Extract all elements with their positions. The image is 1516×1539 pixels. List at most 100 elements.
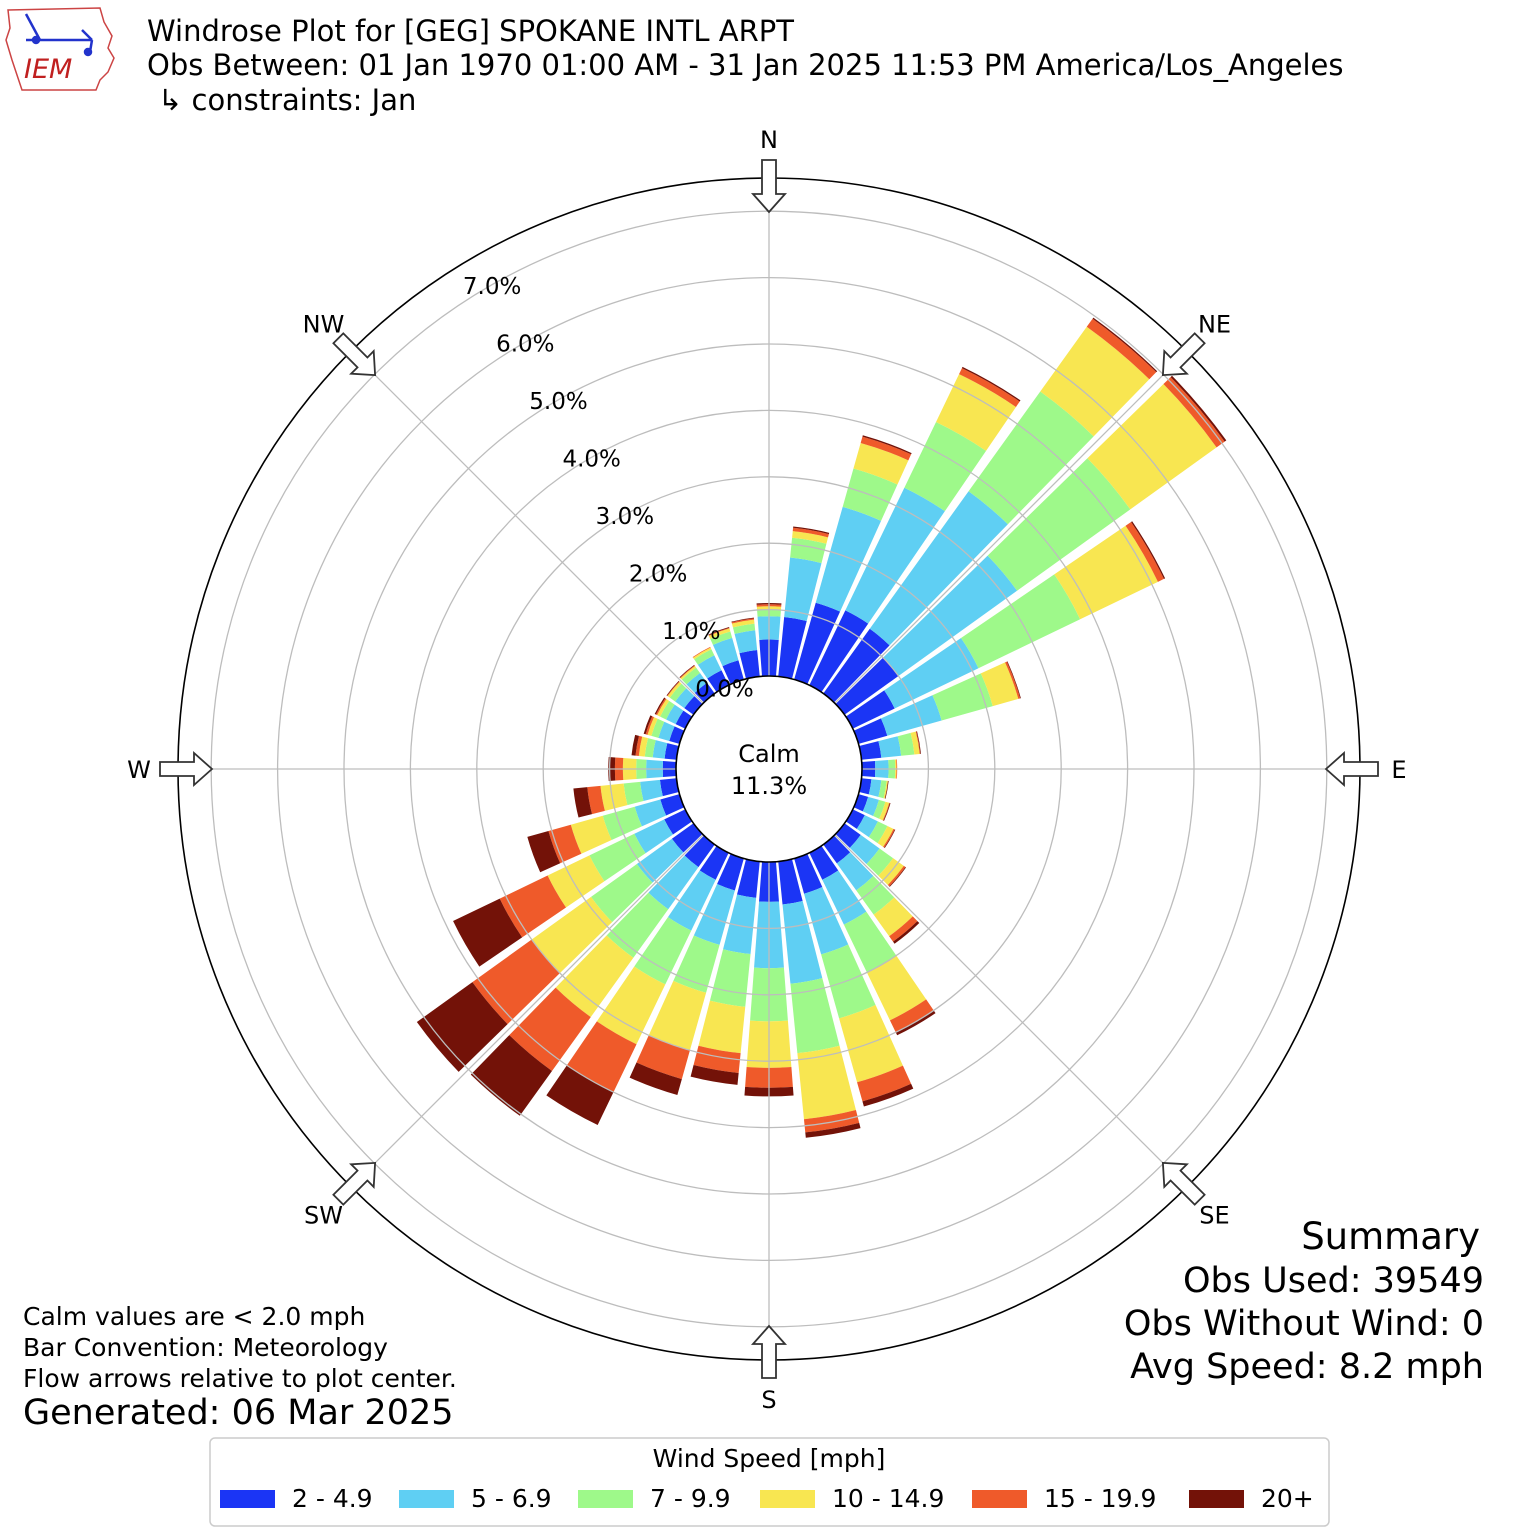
bar-segment — [792, 527, 829, 538]
bar-segment — [602, 806, 642, 841]
bar-segment — [868, 821, 888, 844]
bar-segment — [1005, 661, 1021, 699]
legend-items: 2 - 4.9 5 - 6.9 7 - 9.9 10 - 14.9 15 - 19.9 2… — [220, 1484, 1314, 1513]
bar-segment — [731, 619, 755, 628]
obs-range: Obs Between: 01 Jan 1970 01:00 AM - 31 J… — [147, 48, 1344, 82]
bar-segment — [835, 657, 899, 715]
bar-segment — [889, 999, 934, 1033]
legend-label: 10 - 14.9 — [832, 1484, 944, 1513]
bar-convention-note: Bar Convention: Meteorology — [23, 1333, 388, 1362]
bar-segment — [862, 1083, 914, 1107]
bar-segment — [693, 884, 735, 945]
bar-segment — [880, 695, 942, 736]
bar-segment — [815, 506, 882, 612]
bar-segment — [527, 831, 561, 873]
bar-segment — [664, 809, 693, 835]
bar-segment — [660, 700, 675, 720]
bar-segment — [634, 917, 692, 985]
legend-label: 20+ — [1261, 1484, 1314, 1513]
bar-segment — [686, 672, 707, 693]
bar-segment — [803, 1110, 860, 1133]
bar-segment — [629, 1062, 682, 1096]
bar-segment — [634, 799, 667, 827]
bar-segment — [797, 1045, 856, 1120]
weather-station-icon — [24, 13, 94, 57]
bar-segment — [915, 731, 921, 754]
bar-segment — [1086, 318, 1157, 380]
bar-segment — [589, 833, 646, 882]
bar-segment — [809, 610, 869, 693]
bar-segment — [887, 865, 906, 887]
bar-segment — [790, 537, 827, 564]
legend-swatch — [760, 1490, 815, 1508]
radial-tick-label: 1.0% — [662, 619, 720, 645]
bar-segment — [652, 740, 668, 759]
bar-segment — [866, 955, 927, 1021]
radial-tick-label: 3.0% — [596, 504, 654, 530]
bar-segment — [709, 949, 751, 1007]
direction-label: NW — [303, 311, 345, 339]
bar-segment — [866, 848, 894, 876]
bar-segment — [692, 646, 711, 658]
bar-segment — [710, 631, 733, 645]
legend-frame — [209, 1437, 1330, 1527]
bar-segment — [547, 855, 605, 908]
bar-segment — [884, 829, 896, 848]
bar-segment — [1087, 384, 1217, 510]
bar-segment — [853, 718, 888, 744]
bar-segment — [631, 734, 639, 756]
bar-segment — [895, 1010, 936, 1036]
bar-segment — [739, 650, 760, 679]
flow-arrows — [159, 159, 1379, 1379]
page-title: Windrose Plot for [GEG] SPOKANE INTL ARP… — [147, 14, 794, 48]
bar-segment — [654, 697, 666, 715]
bar-segment — [657, 699, 670, 717]
bar-segment — [732, 623, 756, 634]
bar-segment — [856, 815, 878, 838]
bar-segment — [596, 966, 666, 1045]
direction-label: E — [1391, 756, 1406, 784]
bar-segment — [932, 673, 993, 721]
direction-label: W — [127, 756, 151, 784]
bar-segment — [1125, 522, 1164, 582]
bar-segment — [843, 911, 897, 973]
bar-segment — [606, 892, 669, 958]
bar-segment — [546, 1065, 614, 1126]
bar-segment — [856, 875, 895, 915]
direction-label: SE — [1199, 1202, 1229, 1230]
bar-segment — [734, 630, 758, 654]
direction-label: NE — [1198, 311, 1231, 339]
flow-arrow-icon — [750, 159, 788, 214]
legend-label: 7 - 9.9 — [650, 1484, 731, 1513]
bar-segment — [889, 916, 918, 942]
summary-block: Summary Obs Used: 39549 Obs Without Wind… — [1124, 1215, 1484, 1387]
legend-swatch — [399, 1490, 454, 1508]
bar-segment — [782, 900, 823, 984]
radial-tick-label: 7.0% — [463, 274, 521, 300]
flow-arrows-note: Flow arrows relative to plot center. — [23, 1364, 457, 1393]
bar-segment — [884, 780, 889, 799]
bar-segment — [790, 978, 840, 1054]
bar-segment — [980, 662, 1019, 707]
bar-segment — [623, 781, 644, 806]
bar-segment — [712, 637, 739, 667]
bar-segment — [961, 366, 1021, 402]
obs-without-wind: Obs Without Wind: 0 — [1124, 1304, 1484, 1344]
bar-segment — [821, 944, 876, 1019]
bar-segment — [1163, 377, 1225, 448]
bar-segment — [707, 670, 729, 693]
polar-plot: Calm 11.3% 0.0% 1.0% 2.0% 3.0% 4.0% 5.0% 6.0% 7… — [127, 126, 1406, 1414]
grid-spoke — [350, 350, 770, 770]
direction-label: SW — [304, 1202, 343, 1230]
bar-segment — [1131, 521, 1166, 579]
bar-segment — [638, 736, 648, 757]
bar-segment — [1054, 525, 1158, 620]
bar-segment — [591, 863, 653, 923]
bar-segment — [878, 736, 902, 758]
bar-segment — [836, 852, 874, 891]
bar-segment — [883, 780, 888, 799]
legend-label: 15 - 19.9 — [1044, 1484, 1156, 1513]
bar-segment — [694, 682, 715, 703]
bar-segment — [845, 690, 895, 729]
